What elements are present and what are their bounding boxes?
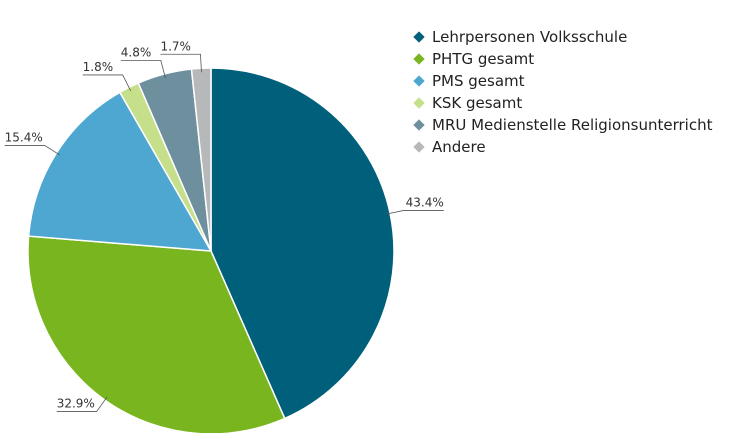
leader-line — [82, 74, 132, 92]
leader-line — [386, 210, 444, 215]
leader-line — [160, 53, 202, 73]
leader-line — [56, 396, 108, 412]
legend-label: PHTG gesamt — [432, 50, 534, 68]
legend-label: PMS gesamt — [432, 72, 525, 90]
legend-marker — [413, 97, 425, 109]
legend-label: Lehrpersonen Volksschule — [432, 28, 627, 46]
data-label: 15.4% — [5, 130, 43, 144]
legend-label: MRU Medienstelle Religionsunterricht — [432, 116, 713, 134]
data-label: 43.4% — [406, 195, 444, 209]
data-label: 32.9% — [57, 396, 95, 410]
leader-line — [120, 60, 166, 79]
legend-label: Andere — [432, 138, 486, 156]
data-label: 4.8% — [121, 46, 152, 60]
data-label: 1.7% — [160, 39, 191, 53]
data-label: 1.8% — [83, 60, 114, 74]
legend-label: KSK gesamt — [432, 94, 522, 112]
legend-marker — [413, 119, 425, 131]
leader-line — [4, 145, 61, 156]
legend-marker — [413, 141, 425, 153]
legend-marker — [413, 31, 425, 43]
legend-marker — [413, 75, 425, 87]
legend-marker — [413, 53, 425, 65]
